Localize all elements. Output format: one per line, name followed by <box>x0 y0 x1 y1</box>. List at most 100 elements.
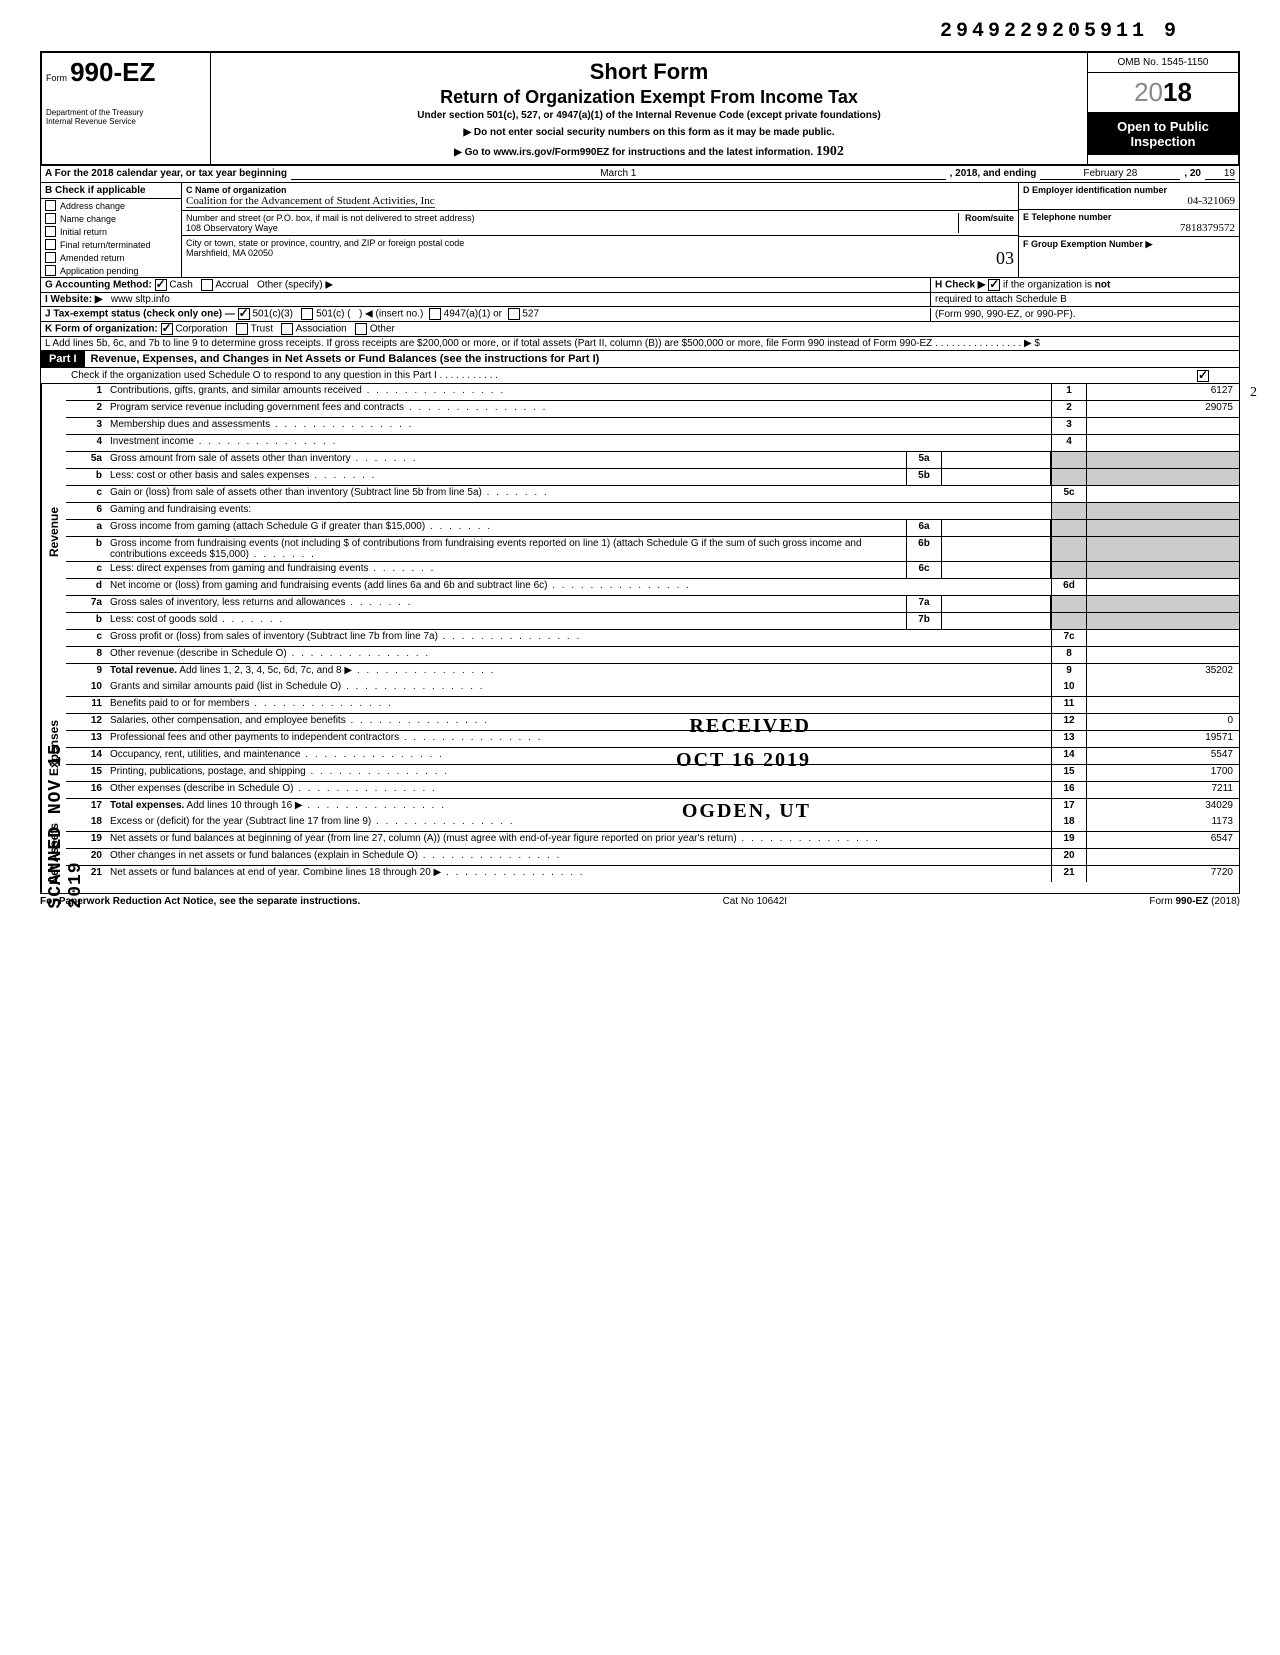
form-prefix: Form <box>46 73 67 83</box>
irs-label: Internal Revenue Service <box>46 117 206 126</box>
line-desc: Net assets or fund balances at beginning… <box>106 832 1051 848</box>
cash-checkbox[interactable] <box>155 279 167 291</box>
line-number: 6 <box>66 503 106 519</box>
line-desc: Occupancy, rent, utilities, and maintena… <box>106 748 1051 764</box>
527-checkbox[interactable] <box>508 308 520 320</box>
line-desc: Program service revenue including govern… <box>106 401 1051 417</box>
h-text: if the organization is not <box>1003 280 1110 291</box>
form-line: 11Benefits paid to or for members11 <box>66 697 1239 714</box>
row-l: L Add lines 5b, 6c, and 7b to line 9 to … <box>40 337 1240 351</box>
line-desc: Less: cost of goods sold <box>106 613 906 629</box>
right-val-shaded <box>1086 452 1239 468</box>
right-line-num: 21 <box>1051 866 1086 882</box>
net-assets-section: Net Assets 18Excess or (deficit) for the… <box>40 815 1240 894</box>
line-number: 12 <box>66 714 106 730</box>
row-j: J Tax-exempt status (check only one) — 5… <box>40 307 1240 322</box>
form-line: 18Excess or (deficit) for the year (Subt… <box>66 815 1239 832</box>
line-number: 2 <box>66 401 106 417</box>
checkbox[interactable] <box>45 213 56 224</box>
row-a-tax-year: A For the 2018 calendar year, or tax yea… <box>40 166 1240 183</box>
right-line-val: 7211 <box>1086 782 1239 798</box>
checkbox-label: Name change <box>60 214 116 224</box>
checkbox-row: Final return/terminated <box>41 238 181 251</box>
h-checkbox[interactable] <box>988 279 1000 291</box>
org-name: Coalition for the Advancement of Student… <box>186 195 435 208</box>
form-line: 4Investment income4 <box>66 435 1239 452</box>
form-number: 990-EZ <box>70 57 155 87</box>
right-line-num: 7c <box>1051 630 1086 646</box>
net-assets-tab: Net Assets <box>41 815 66 893</box>
right-line-num: 6d <box>1051 579 1086 595</box>
right-line-val: 1700 <box>1086 765 1239 781</box>
checkbox[interactable] <box>45 200 56 211</box>
line-desc: Less: direct expenses from gaming and fu… <box>106 562 906 578</box>
e-phone-value: 7818379572 <box>1023 222 1235 234</box>
line-desc: Gross income from fundraising events (no… <box>106 537 906 561</box>
501c3-checkbox[interactable] <box>238 308 250 320</box>
form-line: 10Grants and similar amounts paid (list … <box>66 680 1239 697</box>
row-i: I Website: ▶ www sltp.info required to a… <box>40 293 1240 307</box>
4947-checkbox[interactable] <box>429 308 441 320</box>
form-line: 17Total expenses. Add lines 10 through 1… <box>66 799 1239 815</box>
form-line: 2Program service revenue including gover… <box>66 401 1239 418</box>
form-line: cGross profit or (loss) from sales of in… <box>66 630 1239 647</box>
trust-checkbox[interactable] <box>236 323 248 335</box>
line-desc: Investment income <box>106 435 1051 451</box>
line-desc: Salaries, other compensation, and employ… <box>106 714 1051 730</box>
checkbox[interactable] <box>45 226 56 237</box>
d-ein-label: D Employer identification number <box>1023 185 1167 195</box>
checkbox[interactable] <box>45 252 56 263</box>
line-desc: Gross income from gaming (attach Schedul… <box>106 520 906 536</box>
assoc-checkbox[interactable] <box>281 323 293 335</box>
line-number: d <box>66 579 106 595</box>
short-form-title: Short Form <box>219 59 1079 85</box>
right-line-val <box>1086 680 1239 696</box>
line-desc: Gaming and fundraising events: <box>106 503 1051 519</box>
checkbox-label: Initial return <box>60 227 107 237</box>
inner-line-val <box>942 596 1051 612</box>
form-line: 5aGross amount from sale of assets other… <box>66 452 1239 469</box>
line-number: 10 <box>66 680 106 696</box>
line-number: 11 <box>66 697 106 713</box>
right-line-num: 10 <box>1051 680 1086 696</box>
inner-line-val <box>942 520 1051 536</box>
checkbox[interactable] <box>45 265 56 276</box>
form-line: 1Contributions, gifts, grants, and simil… <box>66 384 1239 401</box>
right-line-val <box>1086 647 1239 663</box>
corp-checkbox[interactable] <box>161 323 173 335</box>
other-org-checkbox[interactable] <box>355 323 367 335</box>
right-num-shaded <box>1051 596 1086 612</box>
accrual-checkbox[interactable] <box>201 279 213 291</box>
right-num-shaded <box>1051 537 1086 561</box>
line-number: 5a <box>66 452 106 468</box>
line-number: 14 <box>66 748 106 764</box>
form-line: 14Occupancy, rent, utilities, and mainte… <box>66 748 1239 765</box>
handwritten-1902: 1902 <box>816 144 844 159</box>
right-line-val: 35202 <box>1086 664 1239 680</box>
form-footer: For Paperwork Reduction Act Notice, see … <box>40 894 1240 909</box>
right-val-shaded <box>1086 537 1239 561</box>
form-header: Form 990-EZ Department of the Treasury I… <box>40 51 1240 166</box>
street-value: 108 Observatory Waye <box>186 223 278 233</box>
form-line: 21Net assets or fund balances at end of … <box>66 866 1239 882</box>
section-b-title: B Check if applicable <box>41 183 181 199</box>
501c-checkbox[interactable] <box>301 308 313 320</box>
checkbox[interactable] <box>45 239 56 250</box>
room-suite-label: Room/suite <box>958 213 1014 233</box>
line-number: 9 <box>66 664 106 680</box>
form-line: 7aGross sales of inventory, less returns… <box>66 596 1239 613</box>
f-group-label: F Group Exemption Number ▶ <box>1023 239 1152 249</box>
line-number: 4 <box>66 435 106 451</box>
schedule-o-checkbox[interactable] <box>1197 370 1209 382</box>
right-line-num: 18 <box>1051 815 1086 831</box>
line-desc: Other changes in net assets or fund bala… <box>106 849 1051 865</box>
right-val-shaded <box>1086 520 1239 536</box>
inner-line-num: 5a <box>906 452 942 468</box>
checkbox-row: Name change <box>41 212 181 225</box>
right-line-num: 12 <box>1051 714 1086 730</box>
line-desc: Benefits paid to or for members <box>106 697 1051 713</box>
line-number: 7a <box>66 596 106 612</box>
document-id-number: 2949229205911 9 <box>40 20 1240 43</box>
line-desc: Grants and similar amounts paid (list in… <box>106 680 1051 696</box>
form-line: bLess: cost or other basis and sales exp… <box>66 469 1239 486</box>
